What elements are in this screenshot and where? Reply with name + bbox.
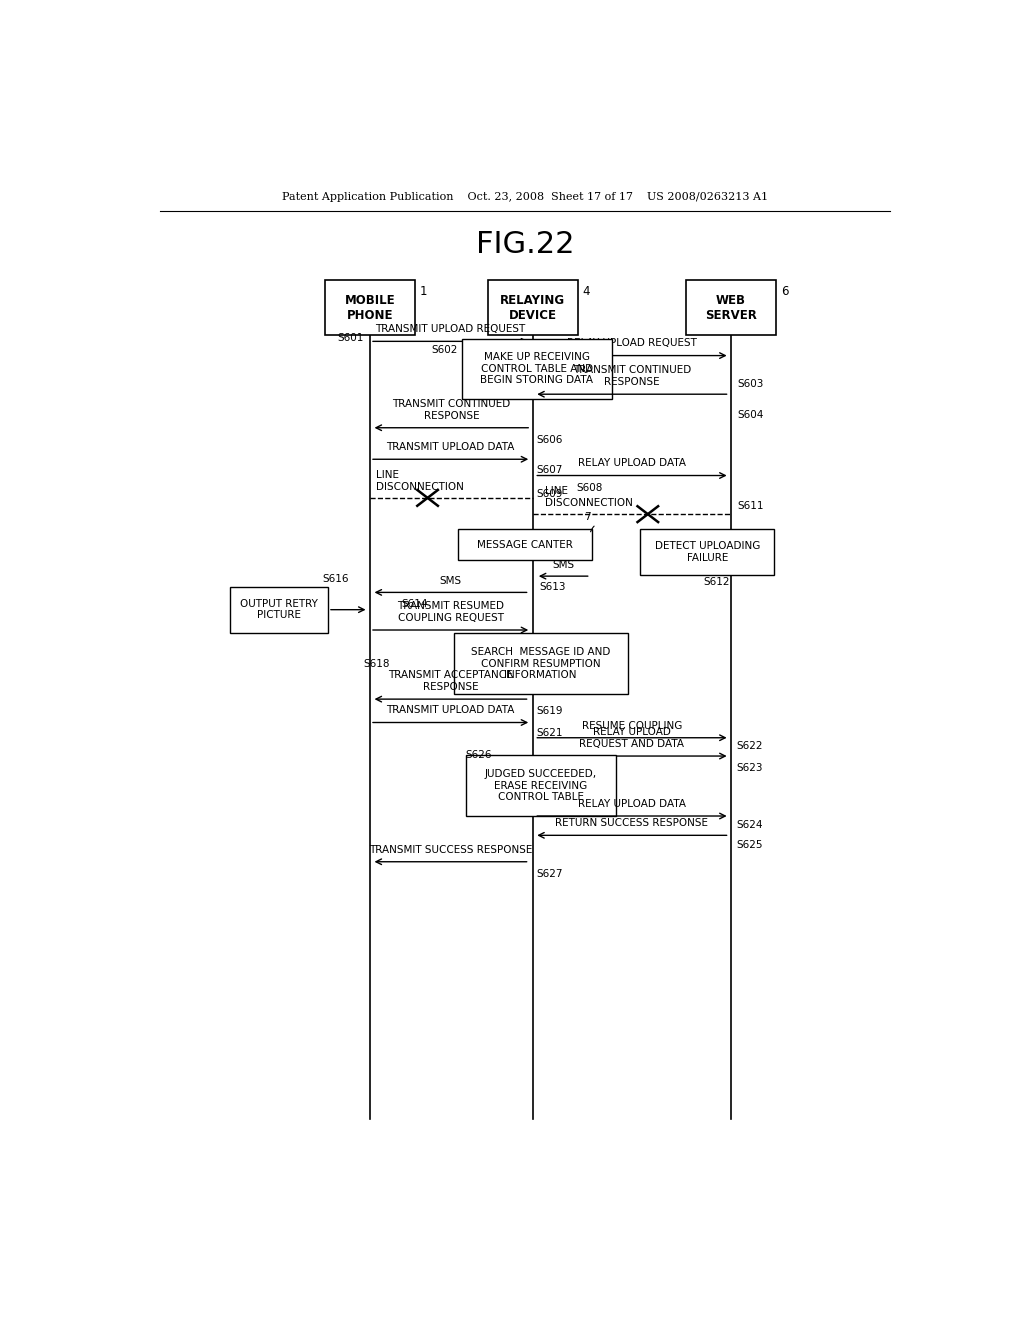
Text: S612: S612: [703, 577, 730, 587]
FancyBboxPatch shape: [466, 755, 615, 816]
Text: S627: S627: [536, 869, 562, 879]
FancyBboxPatch shape: [686, 280, 776, 335]
Text: S607: S607: [536, 466, 562, 475]
FancyBboxPatch shape: [454, 634, 628, 694]
Text: WEB
SERVER: WEB SERVER: [706, 294, 757, 322]
Text: S608: S608: [577, 483, 603, 492]
FancyBboxPatch shape: [458, 529, 592, 560]
Text: S619: S619: [536, 706, 562, 717]
Text: S603: S603: [737, 379, 764, 389]
Text: S626: S626: [465, 750, 492, 760]
Text: S622: S622: [736, 741, 763, 751]
Text: MAKE UP RECEIVING
CONTROL TABLE AND
BEGIN STORING DATA: MAKE UP RECEIVING CONTROL TABLE AND BEGI…: [480, 352, 593, 385]
FancyBboxPatch shape: [325, 280, 416, 335]
Text: 6: 6: [781, 285, 788, 298]
Text: SMS: SMS: [552, 560, 574, 570]
Text: RESUME COUPLING: RESUME COUPLING: [582, 721, 682, 731]
Text: Patent Application Publication    Oct. 23, 2008  Sheet 17 of 17    US 2008/02632: Patent Application Publication Oct. 23, …: [282, 191, 768, 202]
Text: S602: S602: [431, 346, 458, 355]
Text: S625: S625: [736, 841, 763, 850]
Text: MESSAGE CANTER: MESSAGE CANTER: [477, 540, 572, 549]
Text: TRANSMIT UPLOAD REQUEST: TRANSMIT UPLOAD REQUEST: [376, 325, 525, 334]
Text: TRANSMIT UPLOAD DATA: TRANSMIT UPLOAD DATA: [386, 442, 515, 453]
Text: RETURN SUCCESS RESPONSE: RETURN SUCCESS RESPONSE: [555, 818, 709, 828]
Text: 7: 7: [585, 512, 591, 523]
Text: S604: S604: [737, 409, 764, 420]
Text: LINE
DISCONNECTION: LINE DISCONNECTION: [377, 470, 464, 492]
Text: TRANSMIT ACCEPTANCE
RESPONSE: TRANSMIT ACCEPTANCE RESPONSE: [388, 671, 513, 692]
Text: S606: S606: [536, 436, 562, 445]
FancyBboxPatch shape: [487, 280, 578, 335]
Text: S621: S621: [536, 727, 562, 738]
Text: TRANSMIT UPLOAD DATA: TRANSMIT UPLOAD DATA: [386, 705, 515, 715]
Text: TRANSMIT SUCCESS RESPONSE: TRANSMIT SUCCESS RESPONSE: [369, 845, 532, 854]
Text: SEARCH  MESSAGE ID AND
CONFIRM RESUMPTION
INFORMATION: SEARCH MESSAGE ID AND CONFIRM RESUMPTION…: [471, 647, 610, 680]
Text: TRANSMIT CONTINUED
RESPONSE: TRANSMIT CONTINUED RESPONSE: [392, 399, 511, 421]
Text: S617: S617: [536, 638, 562, 647]
Text: RELAY UPLOAD DATA: RELAY UPLOAD DATA: [578, 799, 686, 809]
Text: JUDGED SUCCEEDED,
ERASE RECEIVING
CONTROL TABLE: JUDGED SUCCEEDED, ERASE RECEIVING CONTRO…: [484, 770, 597, 803]
Text: OUTPUT RETRY
PICTURE: OUTPUT RETRY PICTURE: [240, 599, 317, 620]
Text: TRANSMIT CONTINUED
RESPONSE: TRANSMIT CONTINUED RESPONSE: [572, 366, 691, 387]
Text: LINE
DISCONNECTION: LINE DISCONNECTION: [545, 487, 633, 508]
FancyBboxPatch shape: [640, 529, 774, 574]
FancyBboxPatch shape: [229, 587, 328, 632]
Text: TRANSMIT RESUMED
COUPLING REQUEST: TRANSMIT RESUMED COUPLING REQUEST: [397, 602, 504, 623]
Text: FIG.22: FIG.22: [475, 230, 574, 259]
Text: 4: 4: [583, 285, 590, 298]
Text: S623: S623: [736, 763, 763, 774]
Text: S611: S611: [737, 502, 764, 511]
Text: S614: S614: [401, 598, 428, 609]
Text: RELAY UPLOAD
REQUEST AND DATA: RELAY UPLOAD REQUEST AND DATA: [580, 727, 684, 748]
Text: RELAYING
DEVICE: RELAYING DEVICE: [500, 294, 565, 322]
Text: RELAY UPLOAD DATA: RELAY UPLOAD DATA: [578, 458, 686, 469]
Text: S624: S624: [736, 820, 763, 830]
Text: DETECT UPLOADING
FAILURE: DETECT UPLOADING FAILURE: [654, 541, 760, 562]
Text: 1: 1: [420, 285, 428, 298]
Text: RELAY UPLOAD REQUEST: RELAY UPLOAD REQUEST: [567, 338, 697, 348]
FancyBboxPatch shape: [462, 338, 611, 399]
Text: MOBILE
PHONE: MOBILE PHONE: [345, 294, 395, 322]
Text: S613: S613: [539, 582, 565, 593]
Text: S616: S616: [323, 574, 349, 585]
Text: S609: S609: [536, 488, 562, 499]
Text: S601: S601: [337, 334, 364, 343]
Text: S618: S618: [364, 659, 390, 668]
Text: SMS: SMS: [439, 577, 462, 586]
